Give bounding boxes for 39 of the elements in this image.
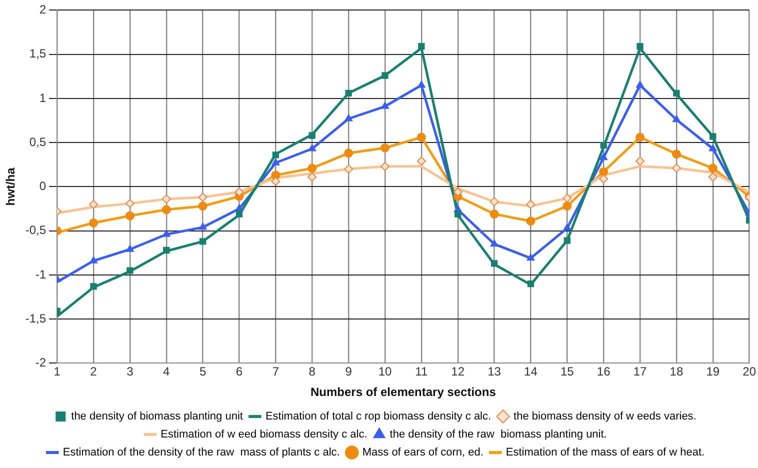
y-tick-label: -1 <box>35 267 46 282</box>
x-tick-label: 12 <box>451 364 465 379</box>
y-tick-label: 0 <box>39 179 46 194</box>
x-tick-label: 13 <box>488 364 502 379</box>
x-tick-label: 15 <box>560 364 574 379</box>
legend-label: the density of the raw biomass planting unit. <box>390 428 607 441</box>
x-tick-label: 18 <box>670 364 684 379</box>
y-tick-label: 2 <box>39 2 46 17</box>
x-tick-label: 7 <box>272 364 280 379</box>
x-tick-label: 4 <box>163 364 170 379</box>
x-tick-label: 19 <box>706 364 720 379</box>
legend-label: the biomass density of w eeds varies. <box>514 410 696 423</box>
x-axis-title: Numbers of elementary sections <box>310 385 496 400</box>
legend-label: Estimation of the mass of ears of w heat. <box>506 446 705 459</box>
x-tick-label: 8 <box>308 364 316 379</box>
x-tick-label: 5 <box>199 364 206 379</box>
legend-label: Estimation of the density of the raw mass of plants c alc. <box>62 446 340 459</box>
y-tick-label: -0,5 <box>25 223 46 238</box>
legend-label: Estimation of total c rop biomass density c alc. <box>265 410 492 423</box>
y-tick-label: 1,5 <box>29 46 46 61</box>
x-tick-label: 9 <box>345 364 352 379</box>
y-tick-label: -2 <box>35 356 46 370</box>
legend-label: the density of biomass planting unit <box>71 410 243 423</box>
y-tick-label: -1,5 <box>25 311 46 326</box>
x-tick-label: 10 <box>378 364 392 379</box>
x-tick-label: 1 <box>54 364 61 379</box>
legend-label: Mass of ears of corn, ed. <box>362 446 484 459</box>
x-tick-label: 20 <box>742 364 756 379</box>
x-tick-label: 17 <box>633 364 648 379</box>
x-tick-label: 6 <box>236 364 243 379</box>
x-tick-label: 3 <box>126 364 134 379</box>
y-tick-label: 0,5 <box>29 134 46 149</box>
legend-label: Estimation of w eed biomass density c alc. <box>160 428 368 441</box>
x-tick-label: 2 <box>90 364 98 379</box>
x-tick-label: 11 <box>415 364 428 379</box>
x-tick-label: 14 <box>524 364 538 379</box>
y-tick-label: 1 <box>39 90 46 105</box>
y-axis-title: hwt/ha <box>4 167 18 206</box>
x-tick-label: 16 <box>596 364 611 379</box>
